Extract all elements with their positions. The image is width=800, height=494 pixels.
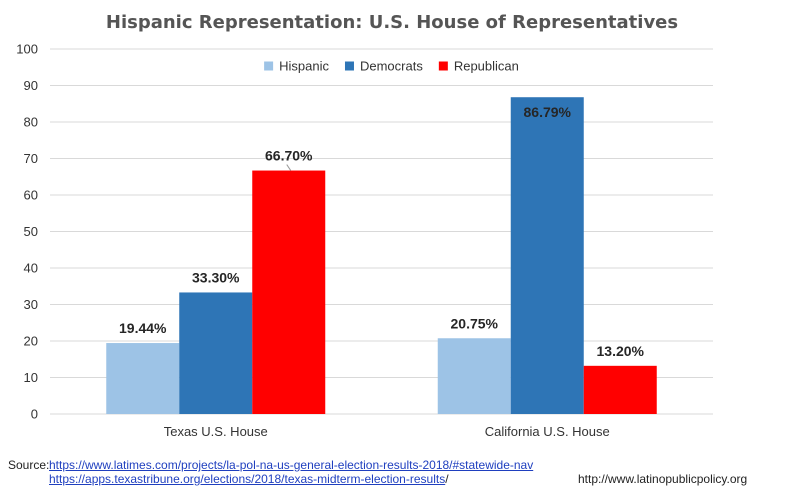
legend-label-republican: Republican <box>454 59 519 74</box>
bars <box>106 97 657 415</box>
bar-hispanic-california <box>437 338 511 414</box>
site-url: http://www.latinopublicpolicy.org <box>578 472 748 486</box>
bar-democrats-california <box>510 97 584 415</box>
data-label-hispanic-texas: 19.44% <box>119 320 167 336</box>
source-link-latimes-text[interactable]: https://www.latimes.com/projects/la-pol-… <box>49 458 534 472</box>
y-tick-label-0: 0 <box>31 407 38 422</box>
y-tick-label-80: 80 <box>24 115 38 130</box>
legend-swatch-democrats <box>344 61 354 71</box>
data-label-hispanic-california: 20.75% <box>451 315 499 331</box>
legend-label-democrats: Democrats <box>360 59 423 74</box>
bar-democrats-texas <box>179 292 253 414</box>
chart-title: Hispanic Representation: U.S. House of R… <box>106 12 678 33</box>
data-label-democrats-texas: 33.30% <box>192 269 240 285</box>
category-label-texas: Texas U.S. House <box>164 424 268 439</box>
y-tick-label-70: 70 <box>24 151 38 166</box>
bar-republican-texas <box>252 170 326 414</box>
y-tick-label-60: 60 <box>24 188 38 203</box>
legend-swatch-republican <box>438 61 448 71</box>
y-tick-label-40: 40 <box>24 261 38 276</box>
data-label-republican-texas: 66.70% <box>265 148 313 164</box>
bar-republican-california <box>583 365 657 414</box>
source-link-texastribune-text[interactable]: https://apps.texastribune.org/elections/… <box>49 472 446 486</box>
y-tick-label-30: 30 <box>24 297 38 312</box>
legend-label-hispanic: Hispanic <box>279 59 329 74</box>
y-tick-label-90: 90 <box>24 78 38 93</box>
source-link-tail: / <box>445 472 449 486</box>
y-tick-label-50: 50 <box>24 224 38 239</box>
source-label: Source: <box>8 458 50 472</box>
y-tick-label-20: 20 <box>24 334 38 349</box>
legend: Hispanic Democrats Republican <box>264 59 519 74</box>
bar-hispanic-texas <box>106 343 180 414</box>
data-label-democrats-california: 86.79% <box>524 104 572 120</box>
data-labels: 19.44% 33.30% 66.70% 20.75% 86.79% 13.20% <box>119 104 645 359</box>
source-link-latimes[interactable]: https://www.latimes.com/projects/la-pol-… <box>49 458 533 472</box>
y-tick-label-10: 10 <box>24 370 38 385</box>
category-label-california: California U.S. House <box>485 424 610 439</box>
y-tick-label-100: 100 <box>16 42 38 57</box>
legend-swatch-hispanic <box>264 61 274 71</box>
source-link-texastribune[interactable]: https://apps.texastribune.org/elections/… <box>49 472 449 486</box>
leader-line-republican-texas <box>286 164 292 171</box>
y-axis-ticks: 0 10 20 30 40 50 60 70 80 90 100 <box>16 42 38 422</box>
data-label-republican-california: 13.20% <box>597 343 645 359</box>
x-axis-categories: Texas U.S. House California U.S. House <box>164 424 610 439</box>
